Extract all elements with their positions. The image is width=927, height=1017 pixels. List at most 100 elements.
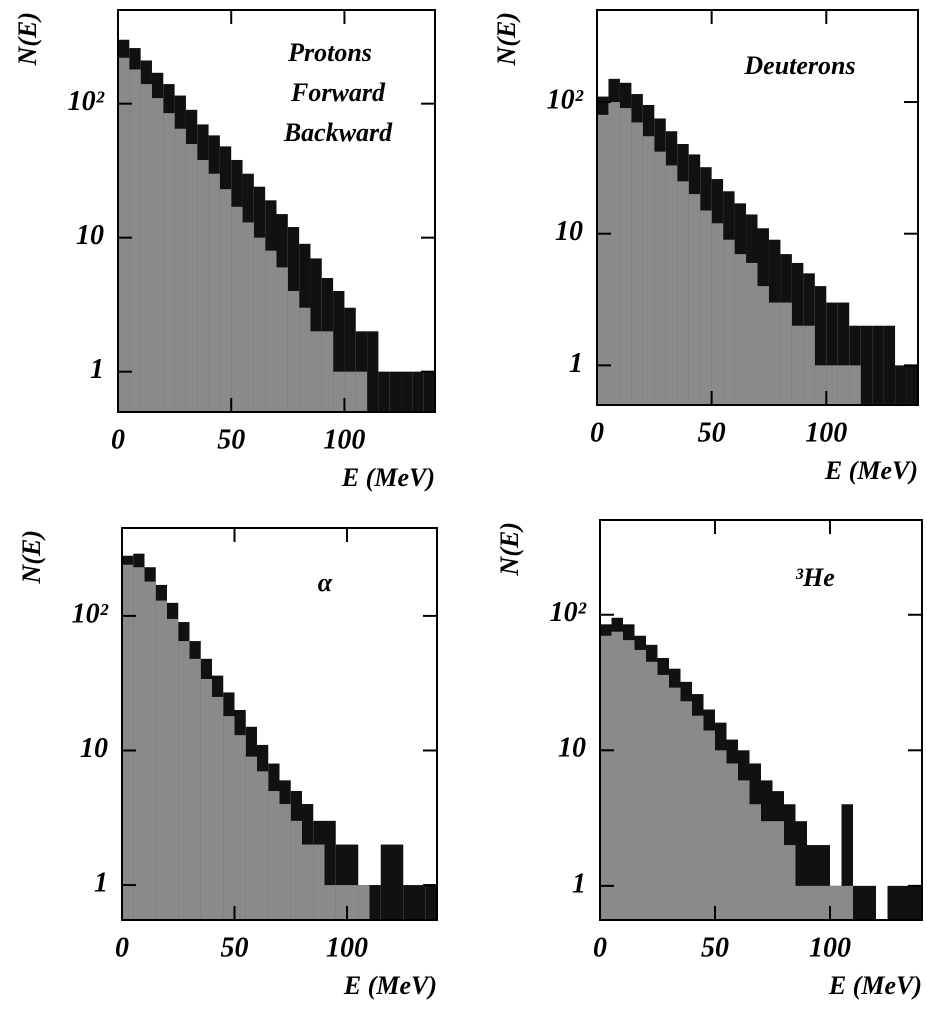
histogram-bar xyxy=(910,885,922,920)
histogram-bar xyxy=(223,716,235,920)
x-tick-label: 50 xyxy=(701,932,729,963)
histogram-bar xyxy=(791,325,804,405)
histogram-bar xyxy=(122,564,134,920)
histogram-bar xyxy=(333,290,345,412)
histogram-bar xyxy=(784,845,796,920)
x-tick-label: 100 xyxy=(805,417,847,448)
histogram-bar xyxy=(665,165,678,405)
histogram-bar xyxy=(860,325,873,405)
histogram-bar xyxy=(347,844,359,920)
histogram-bar xyxy=(208,173,220,412)
histogram-bar xyxy=(310,331,322,412)
plot-frame xyxy=(121,527,438,921)
histogram-bar xyxy=(401,371,413,412)
histogram-bar xyxy=(257,771,269,920)
x-tick-label: 50 xyxy=(698,417,726,448)
histogram-bar xyxy=(290,820,302,920)
histogram-bar xyxy=(299,307,311,412)
x-tick-label: 0 xyxy=(111,424,125,455)
plot-frame xyxy=(599,519,923,921)
x-tick-label: 100 xyxy=(323,424,365,455)
histogram-bar xyxy=(219,189,232,412)
histogram-bar xyxy=(818,885,830,920)
x-tick-label: 50 xyxy=(221,932,249,963)
histogram-bar xyxy=(185,144,198,412)
histogram-bar xyxy=(403,885,415,920)
histogram-bar xyxy=(723,239,735,405)
histogram-bar xyxy=(726,763,738,920)
histogram-bar xyxy=(646,661,658,920)
histogram-bar xyxy=(608,102,620,405)
histogram-bar xyxy=(268,790,280,920)
histogram-bar xyxy=(768,302,781,405)
x-tick-label: 0 xyxy=(590,417,604,448)
histogram-bar xyxy=(378,371,390,412)
histogram-bar xyxy=(197,159,209,412)
x-axis-label: E (MeV) xyxy=(828,971,922,1000)
x-tick-label: 0 xyxy=(593,932,607,963)
histogram-bar xyxy=(355,371,368,412)
histogram-bar xyxy=(367,331,379,412)
histogram-bar xyxy=(711,223,724,405)
x-tick-label: 50 xyxy=(217,424,245,455)
histogram-bar xyxy=(849,365,861,405)
y-tick-label: 10² xyxy=(68,86,105,117)
histogram-bar xyxy=(837,302,850,405)
plot-frame xyxy=(117,9,436,413)
histogram-bar xyxy=(245,756,257,920)
histogram-bar xyxy=(761,821,773,920)
histogram-bar xyxy=(680,701,692,920)
histogram-bar xyxy=(611,631,623,920)
histogram-bar xyxy=(853,885,865,920)
y-axis-label: N(E) xyxy=(17,530,46,584)
histogram-bar xyxy=(253,237,266,412)
histogram-bar xyxy=(321,331,334,412)
histogram-bar xyxy=(657,674,669,920)
histogram-bar xyxy=(795,885,807,920)
histogram-bar xyxy=(151,98,164,413)
histogram-bar xyxy=(265,250,277,412)
histogram-bar xyxy=(163,113,175,412)
y-tick-label: 1 xyxy=(94,867,108,898)
y-tick-label: 1 xyxy=(569,348,583,379)
legend-entry: Backward xyxy=(283,118,393,147)
histogram-bar xyxy=(826,302,838,405)
y-tick-label: 10 xyxy=(558,733,586,764)
histogram-bar xyxy=(279,804,291,920)
histogram-bar xyxy=(358,885,370,920)
histogram-bar xyxy=(140,84,152,413)
panel-label: α xyxy=(318,568,333,597)
histogram-bar xyxy=(335,844,347,920)
histogram-bar xyxy=(715,750,727,920)
panel-label: Deuterons xyxy=(743,51,855,80)
histogram-bar xyxy=(335,885,347,920)
histogram-bar xyxy=(423,371,435,412)
histogram-bar xyxy=(242,222,254,412)
x-axis-label: E (MeV) xyxy=(824,456,918,485)
histogram-bar xyxy=(700,210,712,405)
histogram-bar xyxy=(189,658,201,920)
panel-label: ³He xyxy=(795,563,835,592)
histogram-bar xyxy=(899,885,911,920)
histogram-bar xyxy=(780,302,792,405)
legend-entry: Forward xyxy=(290,78,386,107)
histogram-bar xyxy=(830,885,842,920)
histogram-bar xyxy=(837,365,850,405)
histogram-bar xyxy=(129,69,141,412)
y-tick-label: 10² xyxy=(547,84,584,115)
histogram-bar xyxy=(814,365,827,405)
histogram-bar xyxy=(412,371,424,412)
plot-frame xyxy=(596,9,919,406)
histogram-bar xyxy=(118,57,130,412)
histogram-bar xyxy=(302,844,314,920)
histogram-bar xyxy=(872,325,884,405)
x-axis-label: E (MeV) xyxy=(341,463,435,492)
histogram-bar xyxy=(623,640,635,920)
histogram-bar xyxy=(772,821,784,920)
histogram-bar xyxy=(841,804,853,920)
x-tick-label: 100 xyxy=(326,932,368,963)
histogram-bar xyxy=(746,262,758,405)
x-tick-label: 100 xyxy=(809,932,851,963)
histogram-bar xyxy=(895,365,907,405)
histogram-bar xyxy=(906,365,918,405)
